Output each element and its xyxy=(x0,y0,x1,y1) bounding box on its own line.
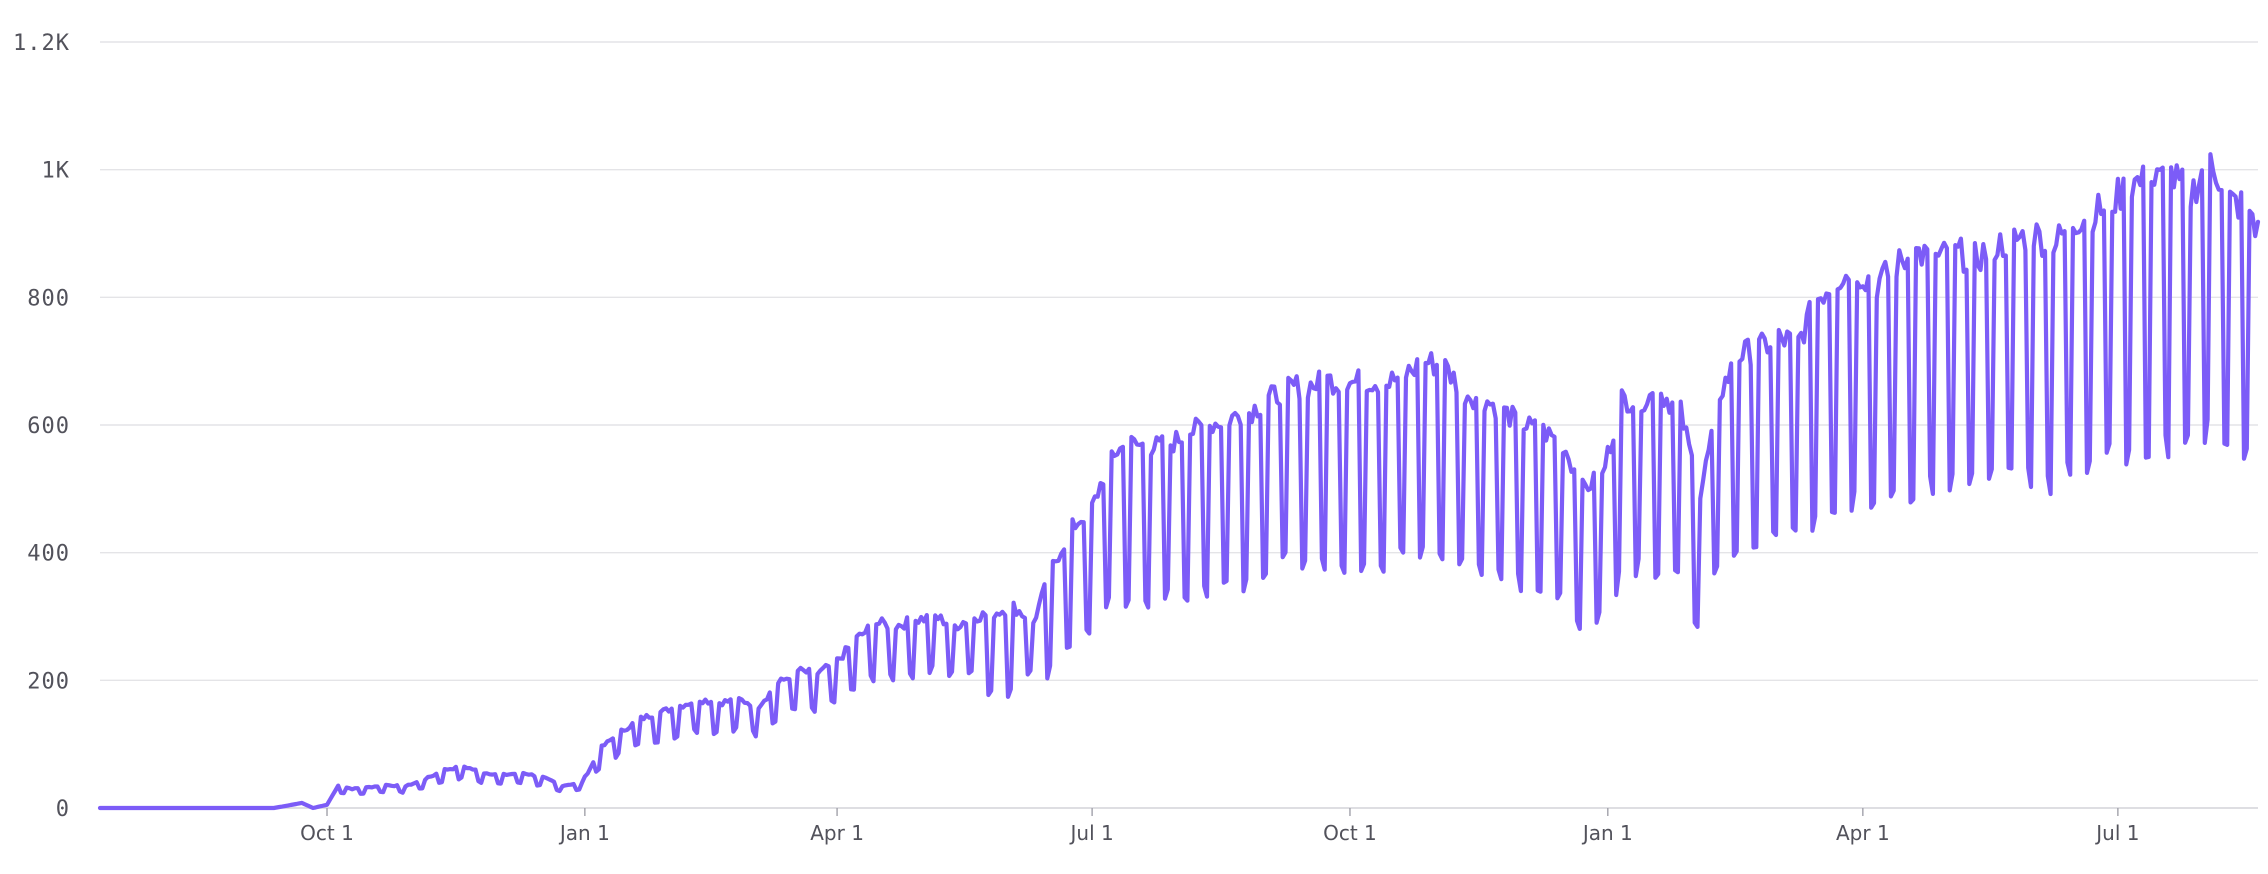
x-tick-label: Oct 1 xyxy=(300,821,354,845)
y-tick-label: 200 xyxy=(27,669,70,694)
x-tick-label: Apr 1 xyxy=(810,821,864,845)
x-tick-label: Jan 1 xyxy=(558,821,610,845)
y-tick-label: 800 xyxy=(27,286,70,311)
axes: 0 200 400 600 800 1K 1.2K Oct 1 Jan 1 Apr 1 Jul 1 O… xyxy=(13,31,2139,845)
y-tick-label: 1K xyxy=(42,159,71,184)
x-tick-label: Jul 1 xyxy=(2094,821,2139,845)
gridlines xyxy=(100,41,2258,809)
series-layer xyxy=(97,152,2261,811)
y-tick-label: 0 xyxy=(56,797,70,822)
x-tick-label: Jan 1 xyxy=(1581,821,1633,845)
y-tick-label: 400 xyxy=(27,542,70,567)
y-tick-label: 1.2K xyxy=(13,31,70,56)
x-tick-label: Jul 1 xyxy=(1069,821,1114,845)
y-tick-label: 600 xyxy=(27,414,70,439)
series-line xyxy=(97,152,2261,811)
x-tick-label: Apr 1 xyxy=(1836,821,1890,845)
x-tick-label: Oct 1 xyxy=(1323,821,1377,845)
